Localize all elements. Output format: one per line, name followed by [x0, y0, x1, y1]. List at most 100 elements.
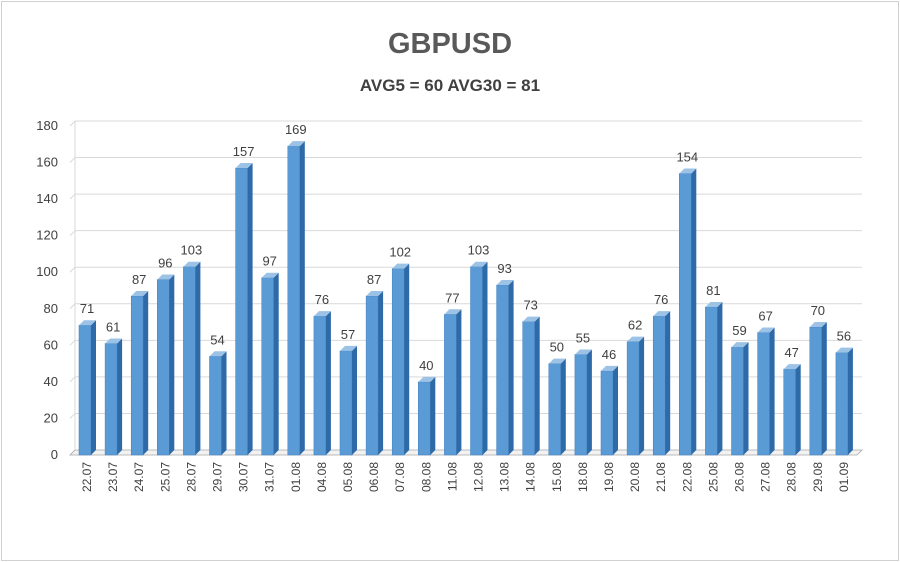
x-tick-label: 11.08 — [445, 462, 459, 491]
data-label: 76 — [654, 292, 668, 307]
data-label: 103 — [468, 243, 490, 258]
bar-side — [665, 311, 671, 455]
data-label: 76 — [315, 292, 329, 307]
x-tick-label: 21.08 — [654, 462, 668, 492]
data-label: 73 — [523, 298, 537, 313]
bar-top — [261, 272, 279, 278]
chart-title: GBPUSD — [387, 28, 513, 60]
gridline-edge — [69, 157, 76, 163]
bar-front — [418, 381, 431, 456]
data-label: 57 — [341, 327, 355, 342]
bar-side — [743, 342, 749, 455]
y-tick-label: 80 — [44, 301, 58, 316]
x-tick-label: 06.08 — [367, 462, 381, 492]
data-label: 93 — [497, 261, 511, 276]
y-tick-label: 40 — [44, 374, 58, 389]
bar — [130, 290, 149, 456]
x-tick-label: 05.08 — [341, 462, 355, 492]
bar-top — [809, 322, 827, 328]
bar-top — [79, 320, 96, 326]
gridline-edge — [69, 120, 76, 127]
data-label: 169 — [285, 122, 307, 137]
bar — [496, 280, 514, 456]
x-tick-label: 13.08 — [498, 462, 512, 492]
bar-front — [522, 321, 535, 456]
bar-front — [626, 341, 640, 456]
bar — [235, 163, 253, 456]
data-label: 154 — [676, 150, 698, 165]
bar-front — [261, 277, 274, 456]
bar-top — [835, 347, 853, 353]
data-label: 97 — [262, 254, 276, 269]
gridline-edge — [69, 193, 76, 200]
bar — [157, 274, 175, 456]
bar-front — [470, 266, 483, 456]
bar-side — [404, 263, 410, 455]
bar-front — [235, 167, 248, 456]
bar-front — [574, 354, 588, 456]
bar-top — [157, 274, 175, 280]
bar-side — [352, 345, 357, 455]
bar — [287, 141, 305, 456]
bar-side — [508, 280, 514, 455]
gridline-edge — [69, 339, 76, 346]
bar — [78, 320, 96, 456]
data-label: 102 — [389, 245, 411, 260]
data-label: 77 — [445, 290, 459, 305]
y-tick-label: 140 — [36, 191, 58, 206]
bar-front — [78, 324, 92, 456]
bar-side — [482, 261, 488, 455]
bar-top — [705, 301, 723, 307]
bar-front — [444, 314, 457, 456]
y-tick-label: 0 — [51, 447, 58, 462]
y-tick-label: 100 — [36, 264, 58, 279]
bar-side — [299, 141, 305, 455]
gridline-edge — [69, 413, 76, 419]
bar — [835, 347, 853, 456]
bar-top — [574, 349, 592, 355]
data-label: 81 — [706, 283, 720, 298]
bar-front — [183, 266, 196, 456]
bar-side — [430, 376, 436, 455]
data-label: 67 — [758, 309, 772, 324]
bar-side — [560, 358, 566, 455]
bar-front — [287, 145, 301, 456]
x-tick-label: 28.08 — [785, 462, 799, 492]
x-tick-label: 19.08 — [602, 462, 616, 492]
bar — [626, 336, 645, 456]
data-label: 55 — [576, 330, 590, 345]
bar-top — [392, 263, 410, 269]
bar-top — [418, 376, 436, 382]
bar-side — [91, 320, 96, 455]
bar-side — [639, 336, 645, 455]
x-tick-label: 28.07 — [184, 462, 198, 492]
bar-front — [679, 173, 692, 456]
bar-top — [731, 342, 749, 348]
bar-side — [247, 163, 253, 456]
bar-front — [731, 346, 744, 456]
bar-top — [183, 261, 201, 267]
bar-top — [601, 365, 618, 371]
bar — [574, 349, 592, 456]
bar-front — [835, 352, 849, 456]
x-tick-label: 29.08 — [811, 462, 825, 492]
bar — [104, 338, 123, 456]
bar-side — [586, 349, 592, 455]
bar-top — [679, 168, 697, 174]
bar — [783, 364, 801, 456]
bar — [209, 351, 227, 456]
bar — [600, 365, 618, 456]
bar-front — [652, 315, 666, 456]
y-tick-label: 60 — [44, 337, 58, 352]
bar-side — [378, 290, 384, 455]
x-tick-label: 24.07 — [132, 462, 146, 492]
bar-side — [221, 351, 227, 455]
bar-top — [209, 351, 227, 357]
x-tick-label: 08.08 — [419, 462, 433, 492]
bar — [444, 309, 462, 456]
gridline-edge — [69, 230, 76, 237]
y-tick-label: 180 — [36, 118, 58, 133]
data-label: 71 — [80, 301, 94, 316]
bar-top — [313, 311, 331, 317]
